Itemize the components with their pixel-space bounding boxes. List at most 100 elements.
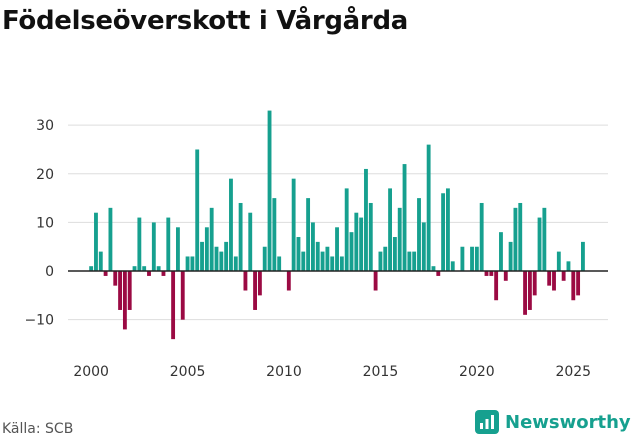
y-tick-label: 0 (45, 264, 54, 280)
bar (132, 266, 137, 272)
bar (344, 188, 349, 272)
bar (180, 271, 185, 320)
bar (325, 246, 330, 272)
bar-chart-logo-icon (475, 410, 499, 434)
bar (470, 246, 474, 272)
bar (156, 266, 161, 272)
bar (460, 246, 465, 272)
bar (224, 241, 229, 272)
bar (441, 193, 446, 272)
bar (446, 188, 450, 272)
y-tick-label: −10 (24, 313, 54, 329)
bar (315, 241, 320, 272)
bar (397, 207, 402, 272)
bar (571, 271, 576, 301)
y-tick-label: 20 (36, 167, 54, 183)
bar (547, 271, 552, 286)
bar (489, 271, 494, 276)
x-tick-label: 2020 (459, 364, 495, 380)
bar (479, 202, 484, 272)
bar (542, 207, 547, 272)
bar (195, 149, 200, 272)
bar (576, 271, 581, 296)
y-tick-label: 30 (36, 118, 54, 134)
bar (484, 271, 489, 276)
bar (98, 251, 103, 272)
bar (417, 198, 421, 272)
bar (267, 110, 272, 272)
bar (354, 212, 359, 272)
bars (89, 110, 585, 340)
bar (392, 237, 397, 272)
bar (436, 271, 441, 276)
bar (238, 202, 243, 272)
x-tick-labels: 2000 2005 2010 2015 2020 2025 (73, 364, 591, 380)
x-tick-label: 2010 (266, 364, 302, 380)
bar (176, 227, 180, 272)
bar (349, 232, 354, 272)
bar (118, 271, 122, 310)
x-tick-label: 2015 (363, 364, 399, 380)
y-tick-label: 10 (36, 215, 54, 231)
bar (450, 261, 455, 272)
bar (219, 251, 224, 272)
bar (552, 271, 556, 291)
bar (407, 251, 412, 272)
gridlines (68, 124, 608, 321)
bar (214, 246, 219, 272)
bar (378, 251, 383, 272)
bar (503, 271, 508, 281)
bar (296, 237, 301, 272)
bar (527, 271, 532, 310)
bar (166, 217, 171, 272)
bar (523, 271, 527, 315)
bar (190, 256, 195, 272)
bar (89, 266, 94, 272)
bar (277, 256, 282, 272)
bar (330, 256, 335, 272)
bar (142, 266, 147, 272)
bar (368, 202, 373, 272)
bar (426, 144, 431, 272)
bar (257, 271, 262, 296)
bar (253, 271, 257, 310)
bar (581, 241, 585, 272)
bar (122, 271, 127, 330)
x-tick-label: 2005 (170, 364, 206, 380)
bar (151, 222, 156, 272)
bar (513, 207, 518, 272)
bar (200, 241, 204, 272)
chart-title: Födelseöverskott i Vårgårda (2, 6, 409, 36)
bar (291, 178, 296, 272)
bar (229, 178, 233, 272)
source-note: Källa: SCB (2, 421, 74, 437)
bar (171, 271, 176, 340)
bar (508, 241, 513, 272)
bar (320, 251, 325, 272)
bar (335, 227, 339, 272)
y-tick-labels: −10 0 10 20 30 (24, 118, 54, 329)
bar (185, 256, 190, 272)
bar (537, 217, 542, 272)
brand-name: Newsworthy (505, 411, 631, 433)
bar (311, 222, 315, 272)
bar (359, 217, 364, 272)
bar (204, 227, 209, 272)
bar (364, 168, 368, 272)
bar (388, 188, 392, 272)
newsworthy-logo[interactable]: Newsworthy (475, 408, 631, 436)
bar (373, 271, 378, 291)
bar (233, 256, 238, 272)
bar (262, 246, 267, 272)
bar (474, 246, 479, 272)
bar (383, 246, 388, 272)
bar (137, 217, 142, 272)
bar (556, 251, 561, 272)
bar (499, 232, 503, 272)
bar (127, 271, 132, 310)
bar (339, 256, 344, 272)
bar (147, 271, 151, 276)
bar (272, 198, 277, 272)
bar (431, 266, 436, 272)
